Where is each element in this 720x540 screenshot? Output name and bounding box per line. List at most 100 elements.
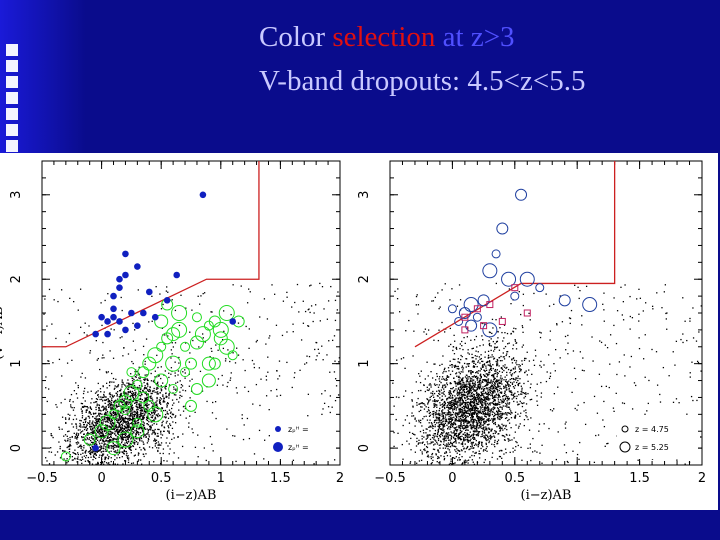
field-dot [75, 453, 77, 456]
field-dot [470, 438, 472, 440]
field-dot [496, 369, 499, 371]
field-dot [452, 423, 455, 426]
field-dot [433, 396, 435, 398]
field-dot [140, 437, 143, 440]
field-dot [140, 418, 143, 421]
field-dot [92, 420, 94, 422]
field-dot [122, 419, 124, 421]
field-dot [126, 393, 128, 395]
field-dot [95, 391, 98, 393]
field-dot [485, 369, 488, 372]
field-dot [64, 434, 67, 436]
field-dot [147, 407, 149, 409]
field-dot [80, 376, 82, 378]
field-dot [58, 426, 60, 428]
field-dot [161, 407, 164, 409]
field-dot [154, 433, 156, 436]
field-dot [279, 394, 282, 397]
field-dot [157, 384, 159, 386]
field-dot [75, 423, 77, 425]
field-dot [479, 396, 481, 399]
field-dot [137, 428, 140, 430]
field-dot [101, 400, 104, 402]
field-dot [495, 341, 498, 343]
green-circle [94, 424, 109, 439]
field-dot [406, 440, 408, 442]
green-circle [123, 385, 140, 402]
field-dot [136, 400, 139, 402]
field-dot [107, 293, 109, 295]
field-dot [474, 443, 477, 445]
field-dot [477, 444, 480, 446]
field-dot [110, 433, 112, 435]
green-circle [126, 367, 137, 378]
field-dot [509, 381, 512, 384]
field-dot [87, 434, 89, 436]
field-dot [438, 307, 440, 310]
field-dot [153, 419, 155, 421]
field-dot [613, 324, 615, 327]
field-dot [488, 428, 490, 430]
field-dot [101, 422, 103, 424]
field-dot [508, 342, 510, 344]
field-dot [491, 318, 494, 321]
field-dot [96, 418, 98, 420]
field-dot [529, 319, 531, 321]
field-dot [444, 435, 446, 437]
field-dot [141, 410, 143, 412]
field-dot [505, 402, 507, 405]
field-dot [454, 439, 457, 441]
field-dot [501, 408, 503, 410]
field-dot [97, 382, 99, 385]
field-dot [126, 414, 129, 416]
field-dot [100, 396, 102, 398]
field-dot [553, 363, 555, 365]
field-dot [485, 373, 487, 375]
field-dot [144, 434, 146, 437]
field-dot [97, 394, 99, 396]
field-dot [155, 442, 158, 444]
field-dot [136, 374, 138, 376]
field-dot [454, 413, 456, 415]
field-dot [520, 368, 522, 371]
field-dot [122, 418, 124, 421]
field-dot [470, 414, 473, 417]
field-dot [450, 343, 452, 346]
field-dot [103, 407, 105, 410]
field-dot [118, 422, 120, 424]
field-dot [444, 395, 447, 397]
field-dot [692, 399, 694, 402]
field-dot [95, 420, 98, 423]
field-dot [477, 351, 479, 353]
field-dot [88, 450, 91, 453]
field-dot [170, 367, 173, 369]
field-dot [109, 381, 111, 383]
field-dot [623, 354, 625, 356]
field-dot [506, 332, 509, 335]
y-axis-label: (V−i)AB [0, 306, 6, 360]
field-dot [437, 431, 439, 433]
field-dot [481, 435, 484, 437]
field-dot [133, 411, 135, 413]
field-dot [517, 375, 519, 377]
field-dot [105, 456, 107, 459]
field-dot [146, 394, 148, 396]
field-dot [171, 438, 173, 441]
field-dot [468, 389, 470, 391]
field-dot [497, 383, 499, 386]
field-dot [144, 399, 146, 401]
field-dot [95, 412, 97, 414]
field-dot [470, 394, 472, 396]
field-dot [133, 442, 135, 445]
field-dot [144, 449, 146, 451]
field-dot [106, 410, 109, 413]
field-dot [522, 344, 525, 346]
field-dot [114, 427, 116, 429]
field-dot [522, 402, 524, 405]
field-dot [136, 370, 138, 373]
field-dot [473, 366, 475, 368]
field-dot [443, 390, 445, 393]
field-dot [470, 408, 472, 410]
field-dot [128, 447, 130, 449]
field-dot [167, 413, 169, 415]
